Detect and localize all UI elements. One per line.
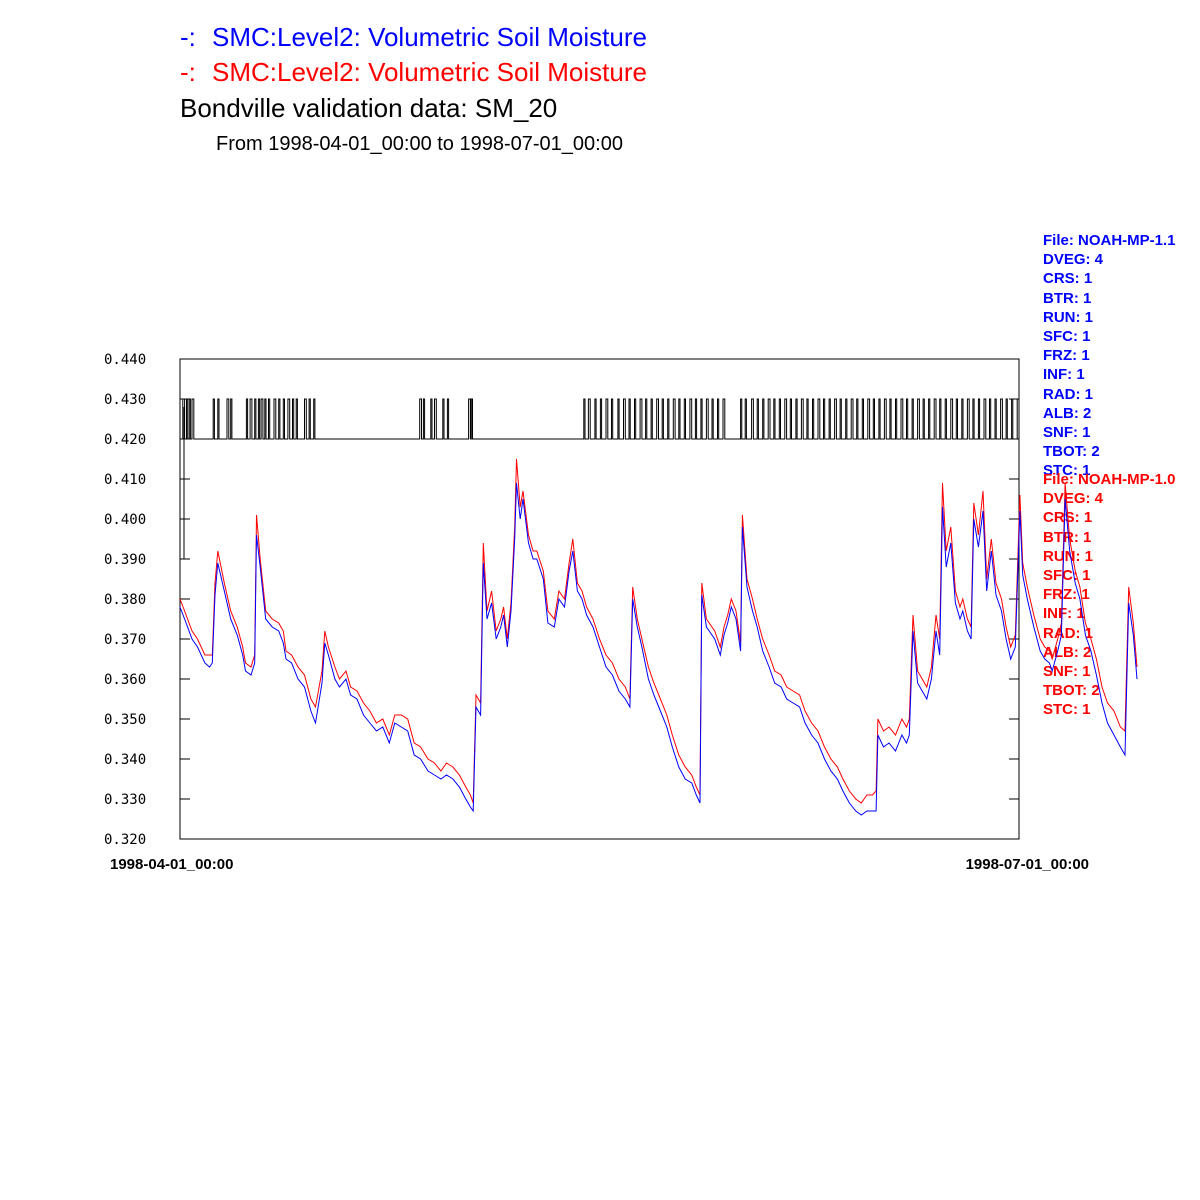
y-tick-label: 0.370 <box>104 632 146 648</box>
info-blue-line: TBOT: 2 <box>1043 443 1100 461</box>
info-red-line: SNF: 1 <box>1043 662 1091 680</box>
info-blue-line: SNF: 1 <box>1043 423 1091 441</box>
info-blue-line: RAD: 1 <box>1043 385 1094 403</box>
info-blue-line: SFC: 1 <box>1043 327 1091 345</box>
legend-text-blue: SMC:Level2: Volumetric Soil Moisture <box>212 22 647 52</box>
legend-marker-blue: -: <box>180 22 196 52</box>
info-blue-line: INF: 1 <box>1043 366 1085 384</box>
info-red-line: RUN: 1 <box>1043 547 1094 565</box>
chart-subtitle: From 1998-04-01_00:00 to 1998-07-01_00:0… <box>216 133 623 155</box>
y-tick-label: 0.360 <box>104 672 146 688</box>
legend-line-red: -: SMC:Level2: Volumetric Soil Moisture <box>180 57 647 88</box>
info-panel-blue: File: NOAH-MP-1.1 DVEG: 4 CRS: 1 BTR: 1 RUN:… <box>1043 231 1176 480</box>
y-tick-label: 0.440 <box>104 352 146 368</box>
y-tick-label: 0.380 <box>104 592 146 608</box>
info-red-line: File: NOAH-MP-1.0 <box>1043 471 1176 488</box>
x-axis: 1998-04-01_00:00 1998-07-01_00:00 <box>110 856 1089 873</box>
info-red-line: RAD: 1 <box>1043 624 1094 642</box>
info-panel-red: File: NOAH-MP-1.0 DVEG: 4 CRS: 1 BTR: 1 RUN:… <box>1043 470 1176 719</box>
legend-line-blue: -: SMC:Level2: Volumetric Soil Moisture <box>180 22 647 53</box>
info-blue-line: BTR: 1 <box>1043 289 1092 307</box>
y-tick-label: 0.340 <box>104 752 146 768</box>
y-tick-label: 0.430 <box>104 392 146 408</box>
info-blue-line: ALB: 2 <box>1043 404 1092 422</box>
info-red-line: SFC: 1 <box>1043 566 1091 584</box>
info-red-line: TBOT: 2 <box>1043 682 1100 700</box>
info-blue-line: CRS: 1 <box>1043 270 1093 288</box>
y-tick-label: 0.390 <box>104 552 146 568</box>
info-red-line: FRZ: 1 <box>1043 586 1090 604</box>
series-line-blue <box>179 482 1138 816</box>
observation-flag-trace <box>180 398 1020 440</box>
info-red-line: BTR: 1 <box>1043 528 1092 546</box>
y-tick-label: 0.330 <box>104 792 146 808</box>
y-tick-label: 0.420 <box>104 432 146 448</box>
info-blue-line: File: NOAH-MP-1.1 <box>1043 232 1176 249</box>
legend-marker-red: -: <box>180 57 196 87</box>
y-tick-label: 0.410 <box>104 472 146 488</box>
series-lines <box>179 458 1138 816</box>
y-tick-label: 0.350 <box>104 712 146 728</box>
series-line-red <box>179 458 1138 804</box>
info-blue-line: DVEG: 4 <box>1043 251 1104 269</box>
y-tick-label: 0.320 <box>104 832 146 848</box>
observation-flags <box>180 398 1020 559</box>
legend-text-red: SMC:Level2: Volumetric Soil Moisture <box>212 57 647 87</box>
x-tick-label: 1998-04-01_00:00 <box>110 856 233 873</box>
info-red-line: INF: 1 <box>1043 605 1085 623</box>
info-blue-line: STC: 1 <box>1043 462 1091 480</box>
y-axis: 0.320 0.330 0.340 0.350 0.360 0.370 0.380 0.390… <box>104 352 1019 848</box>
info-blue-line: RUN: 1 <box>1043 308 1094 326</box>
x-tick-label: 1998-07-01_00:00 <box>966 856 1089 873</box>
info-blue-line: FRZ: 1 <box>1043 347 1090 365</box>
chart-title: Bondville validation data: SM_20 <box>180 93 558 123</box>
y-tick-label: 0.400 <box>104 512 146 528</box>
info-red-line: STC: 1 <box>1043 701 1091 719</box>
info-red-line: DVEG: 4 <box>1043 490 1104 508</box>
